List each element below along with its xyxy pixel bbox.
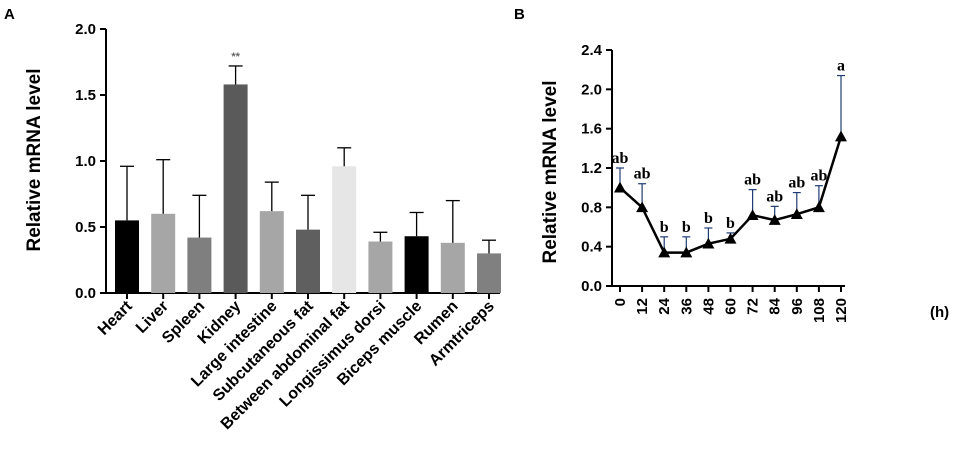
- panel-b-significance-letter: b: [726, 215, 735, 232]
- panel-b-data-point: [812, 201, 825, 213]
- panel-b-y-tick-label: 0.8: [581, 199, 602, 216]
- panel-a-category-label: Heart: [95, 297, 136, 338]
- panel-a-bar: [151, 213, 176, 293]
- panel-b-x-tick-label: 12: [634, 298, 651, 315]
- panel-b-y-tick-label: 2.0: [581, 81, 602, 98]
- panel-a-bar: [440, 242, 465, 293]
- panel-a-y-tick-label: 0.0: [75, 285, 96, 302]
- panel-b-x-tick-label: 24: [656, 297, 673, 314]
- panel-b-y-tick-label: 0.4: [581, 239, 603, 256]
- panel-a-bar: [404, 236, 429, 293]
- panel-b-x-tick-label: 0: [612, 298, 629, 306]
- panel-b-data-point: [835, 130, 847, 142]
- panel-b-data-point: [768, 214, 781, 225]
- panel-b-x-tick-label: 72: [745, 298, 762, 315]
- panel-b-data-point: [636, 201, 649, 213]
- panel-b-x-tick-label: 120: [833, 298, 850, 323]
- panel-b-y-tick-label: 2.4: [581, 42, 603, 59]
- panel-a-bar: [332, 166, 357, 293]
- panel-a-bar: [187, 237, 212, 293]
- panel-b-significance-letter: b: [682, 219, 691, 236]
- panel-a-significance-marker: **: [231, 51, 240, 63]
- panel-b-label: B: [514, 6, 525, 23]
- panel-b-significance-letter: ab: [634, 166, 651, 183]
- panel-b-y-tick-label: 0.0: [581, 278, 602, 295]
- panel-b-y-tick-label: 1.6: [581, 121, 602, 138]
- panel-b-plot: 0.0 0.4 0.8 1.2 1.6 2.0 2.4 0 12 24 36 48 60 72 84 96 10…: [581, 42, 949, 323]
- panel-b-significance-letter: ab: [788, 175, 805, 192]
- panel-b-significance-letter: ab: [810, 168, 827, 185]
- panel-b-data-point: [680, 246, 693, 258]
- panel-b-x-tick-label: 36: [678, 298, 695, 315]
- panel-b-data-point: [702, 237, 715, 249]
- panel-a-bar: [115, 220, 139, 293]
- panel-b-x-tick-label: 60: [723, 298, 740, 315]
- panel-b-data-point: [724, 232, 737, 244]
- panel-b-x-tick-label: 96: [789, 298, 806, 315]
- panel-b-significance-letter: ab: [612, 150, 629, 167]
- panel-a-bar: [223, 84, 248, 293]
- panel-b-significance-letter: ab: [744, 172, 761, 189]
- panel-b-data-point: [790, 208, 803, 220]
- panel-b-data-point: [658, 246, 671, 258]
- panel-b-y-tick-label: 1.2: [581, 160, 602, 177]
- panel-b-x-unit-label: (h): [930, 304, 949, 321]
- panel-a-y-tick-label: 0.5: [75, 219, 96, 236]
- panel-b-data-point: [746, 209, 759, 220]
- panel-b-significance-letter: b: [704, 210, 713, 227]
- panel-a-label: A: [4, 6, 15, 23]
- panel-b-x-tick-label: 84: [767, 297, 784, 314]
- panel-b-y-axis-label: Relative mRNA level: [540, 80, 561, 263]
- panel-b-data-point: [614, 181, 626, 193]
- panel-a-y-tick-label: 2.0: [75, 21, 96, 38]
- panel-a-bar: [368, 241, 393, 293]
- panel-b-significance-letter: b: [660, 219, 669, 236]
- panel-a-plot: 0.00.51.01.52.0HeartLiverSpleenKidneyLar…: [75, 21, 501, 433]
- panel-b-x-tick-label: 108: [811, 298, 828, 323]
- panel-a-bar: [259, 211, 284, 293]
- panel-b-significance-letter: a: [837, 58, 845, 75]
- panel-a-y-tick-label: 1.0: [75, 153, 96, 170]
- panel-a-y-axis-label: Relative mRNA level: [24, 68, 45, 251]
- panel-b-x-tick-label: 48: [700, 298, 717, 315]
- panel-a-bar: [477, 253, 501, 293]
- panel-a-y-tick-label: 1.5: [75, 87, 96, 104]
- panel-a-bar: [296, 229, 320, 293]
- panel-b-significance-letter: ab: [766, 188, 783, 205]
